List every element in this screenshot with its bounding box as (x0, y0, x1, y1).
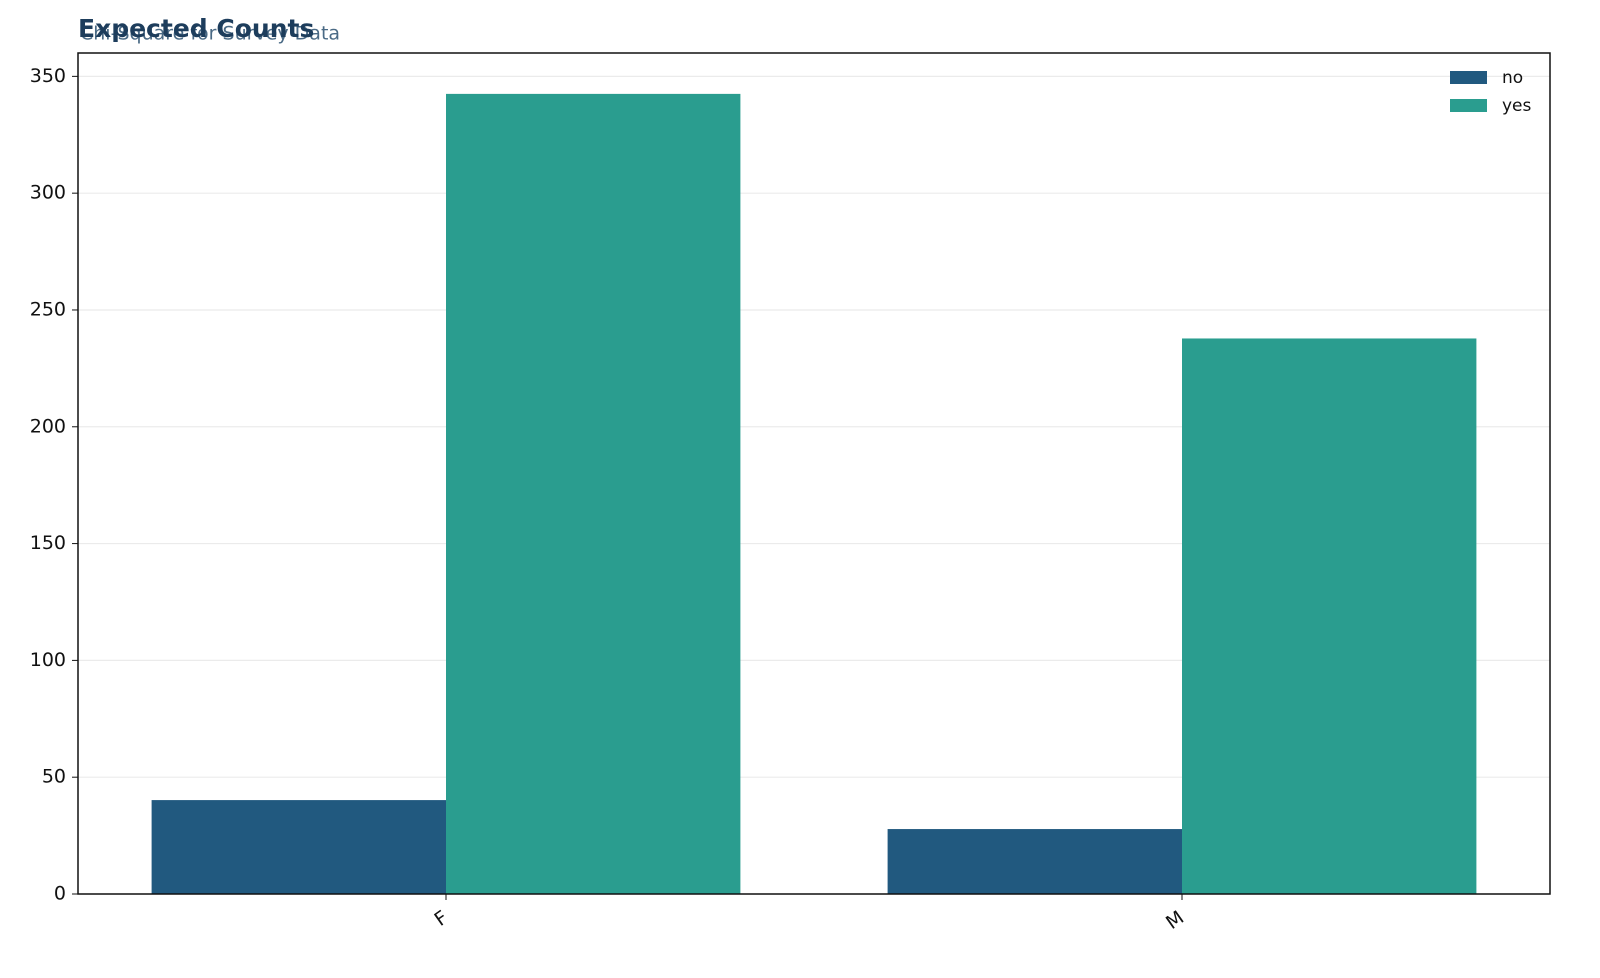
legend-swatch (1450, 99, 1487, 112)
x-tick-label: M (1162, 907, 1188, 934)
x-tick-label: F (430, 907, 452, 931)
y-tick-label: 100 (30, 649, 66, 671)
legend-label: yes (1502, 96, 1532, 116)
plot-frame (77, 52, 1551, 895)
y-tick-label: 150 (30, 532, 66, 554)
y-tick-label: 200 (30, 415, 66, 437)
bar (887, 829, 1182, 894)
y-tick-label: 350 (30, 65, 66, 87)
chart-title: Expected Counts (78, 14, 314, 43)
y-tick-label: 50 (42, 766, 66, 788)
y-tick-label: 0 (54, 883, 66, 905)
bar (151, 800, 446, 894)
y-tick-label: 300 (30, 182, 66, 204)
bar (1182, 338, 1477, 894)
bar (446, 93, 741, 894)
chart-subtitle: Chi-Square for Survey Data (80, 23, 340, 45)
legend-label: no (1502, 68, 1523, 88)
y-tick-label: 250 (30, 298, 66, 320)
legend-swatch (1450, 71, 1487, 84)
